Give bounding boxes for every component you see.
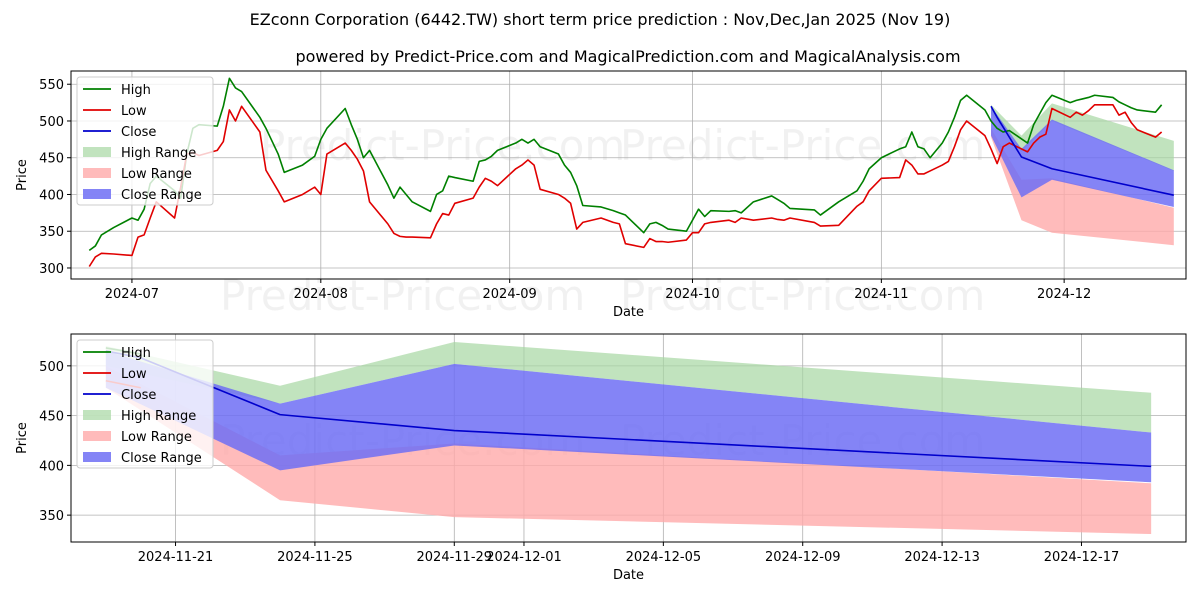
legend-label: Close Range	[121, 451, 202, 466]
x-tick-label: 2024-12-09	[765, 550, 841, 565]
y-axis-label: Price	[15, 422, 30, 454]
y-tick-label: 500	[39, 360, 64, 375]
low-range-band	[991, 128, 1174, 246]
legend-swatch-low-range	[83, 168, 111, 178]
low-line	[88, 104, 1163, 267]
plot-area	[105, 341, 1152, 535]
x-tick-label: 2024-09	[483, 287, 537, 302]
legend-label: Low Range	[121, 167, 192, 182]
x-tick-label: 2024-12-01	[486, 550, 562, 565]
y-tick-label: 350	[39, 225, 64, 240]
legend-swatch-low-range	[83, 431, 111, 441]
legend-label: High Range	[121, 409, 196, 424]
chart-panel-bottom: Predict-Price.comPredict-Price.com2024-1…	[15, 333, 1187, 583]
watermark-text: Predict-Price.com	[620, 121, 985, 170]
close-range-band	[105, 350, 1152, 483]
legend: High Low Close High Range Low Range Close Ran…	[76, 339, 214, 469]
y-tick-label: 450	[39, 152, 64, 167]
plot-frame	[70, 333, 1187, 543]
y-tick-label: 400	[39, 188, 64, 203]
x-axis-label: Date	[613, 568, 644, 583]
watermark-text: Predict-Price.com	[260, 121, 625, 170]
y-tick-label: 350	[39, 509, 64, 524]
legend-swatch-high-range	[83, 410, 111, 420]
legend-label: Low Range	[121, 430, 192, 445]
legend-label: Close	[121, 388, 156, 403]
legend-label: High	[121, 346, 151, 361]
x-tick-label: 2024-12	[1037, 287, 1091, 302]
close-range-band	[991, 106, 1174, 207]
low-range-band	[105, 365, 1152, 535]
legend-label: Close Range	[121, 188, 202, 203]
y-tick-label: 400	[39, 459, 64, 474]
high-line	[88, 77, 1163, 251]
legend: High Low Close High Range Low Range Close Ran…	[76, 76, 214, 206]
plot-area	[88, 77, 1174, 267]
x-tick-label: 2024-11-25	[277, 550, 353, 565]
y-axis-label: Price	[15, 159, 30, 191]
x-axis-label: Date	[613, 305, 644, 320]
legend-label: High Range	[121, 146, 196, 161]
x-tick-label: 2024-12-13	[904, 550, 980, 565]
legend-label: Close	[121, 125, 156, 140]
close-line	[990, 105, 1174, 196]
y-tick-label: 450	[39, 410, 64, 425]
x-tick-label: 2024-11	[854, 287, 908, 302]
x-tick-label: 2024-12-17	[1044, 550, 1120, 565]
chart-subtitle: powered by Predict-Price.com and Magical…	[295, 47, 960, 66]
legend-swatch-close-range	[83, 189, 111, 199]
y-tick-label: 550	[39, 78, 64, 93]
x-tick-label: 2024-10	[665, 287, 719, 302]
x-tick-label: 2024-07	[105, 287, 159, 302]
legend-swatch-high-range	[83, 147, 111, 157]
x-tick-label: 2024-08	[294, 287, 348, 302]
high-range-band	[105, 341, 1152, 433]
x-tick-label: 2024-11-29	[417, 550, 493, 565]
y-tick-label: 500	[39, 115, 64, 130]
plot-frame	[70, 70, 1187, 280]
legend-label: Low	[121, 104, 147, 119]
x-tick-label: 2024-12-05	[626, 550, 702, 565]
y-tick-label: 300	[39, 262, 64, 277]
legend-label: High	[121, 83, 151, 98]
legend-swatch-close-range	[83, 452, 111, 462]
legend-label: Low	[121, 367, 147, 382]
chart-title: EZconn Corporation (6442.TW) short term …	[250, 10, 951, 29]
chart-panel-top: Predict-Price.comPredict-Price.comPredic…	[15, 70, 1187, 320]
x-tick-label: 2024-11-21	[138, 550, 214, 565]
